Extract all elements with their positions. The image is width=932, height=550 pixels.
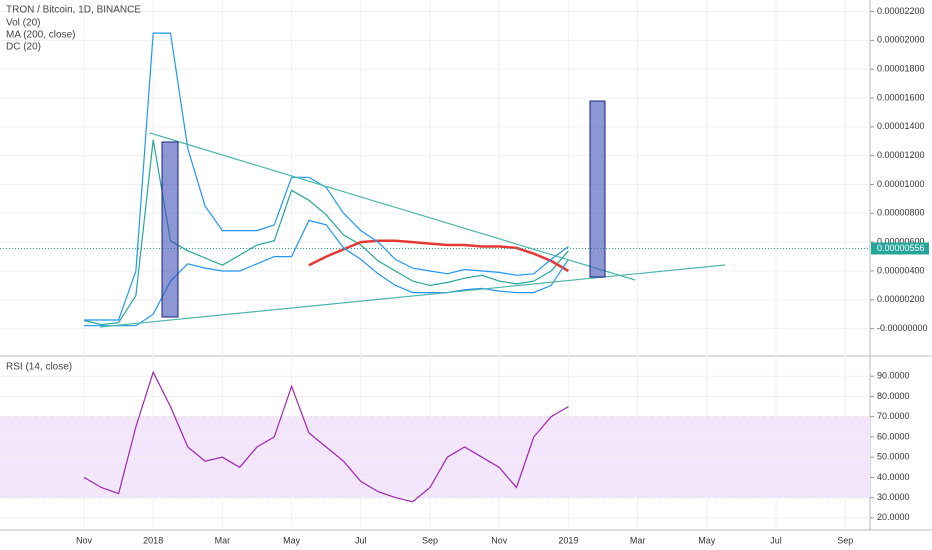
last-price-label: 0.00000556 xyxy=(877,243,925,253)
y-tick-label: 0.00002000 xyxy=(877,35,925,45)
y-tick-label: -0.00000000 xyxy=(877,323,928,333)
indicator-label: DC (20) xyxy=(6,42,41,53)
last-price-tag xyxy=(871,242,929,255)
trendline xyxy=(99,264,726,328)
y-tick-label: 0.00000200 xyxy=(877,294,925,304)
indicator-label: RSI (14, close) xyxy=(6,362,72,373)
x-tick-label: May xyxy=(698,535,716,545)
y-tick-label: 0.00001600 xyxy=(877,92,925,102)
y-tick-label: 0.00000800 xyxy=(877,208,925,218)
y-tick-label: 40.0000 xyxy=(877,472,910,482)
x-tick-label: 2018 xyxy=(143,535,163,545)
projection-box xyxy=(589,100,606,278)
y-tick-label: 0.00001800 xyxy=(877,64,925,74)
trendline xyxy=(149,132,636,281)
plot-layer xyxy=(0,0,870,530)
y-tick-label: 0.00002200 xyxy=(877,6,925,16)
y-tick-label: 30.0000 xyxy=(877,492,910,502)
x-tick-label: Mar xyxy=(630,535,646,545)
x-tick-label: Sep xyxy=(422,535,438,545)
x-tick-label: May xyxy=(283,535,301,545)
y-tick-label: 80.0000 xyxy=(877,391,910,401)
indicator-label: MA (200, close) xyxy=(6,30,75,41)
x-tick-label: Sep xyxy=(837,535,853,545)
x-tick-label: Nov xyxy=(491,535,508,545)
series-line xyxy=(83,370,569,503)
x-tick-label: 2019 xyxy=(558,535,578,545)
indicator-label: Vol (20) xyxy=(6,18,40,29)
y-tick-label: 20.0000 xyxy=(877,512,910,522)
x-tick-label: Jul xyxy=(770,535,782,545)
y-tick-label: 90.0000 xyxy=(877,371,910,381)
projection-box xyxy=(161,141,179,318)
y-tick-label: 0.00001200 xyxy=(877,150,925,160)
x-tick-label: Nov xyxy=(76,535,93,545)
y-tick-label: 0.00001000 xyxy=(877,179,925,189)
y-tick-label: 70.0000 xyxy=(877,411,910,421)
y-tick-label: 50.0000 xyxy=(877,452,910,462)
y-tick-label: 0.00001400 xyxy=(877,121,925,131)
y-tick-label: 0.00000600 xyxy=(877,237,925,247)
x-tick-label: Mar xyxy=(215,535,231,545)
y-tick-label: 60.0000 xyxy=(877,431,910,441)
y-tick-label: 0.00000400 xyxy=(877,265,925,275)
x-tick-label: Jul xyxy=(355,535,367,545)
symbol-title: TRON / Bitcoin, 1D, BINANCE xyxy=(6,5,141,16)
series-line xyxy=(84,32,569,321)
series-line xyxy=(308,239,570,273)
